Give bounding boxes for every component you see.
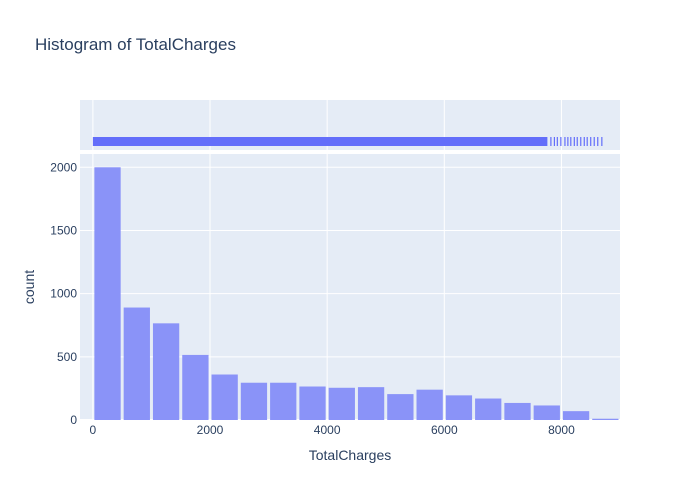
y-tick-label: 2000 bbox=[50, 160, 77, 174]
x-axis-ticks: 0 2000 4000 6000 8000 bbox=[90, 423, 576, 437]
histogram-bar bbox=[94, 167, 121, 420]
histogram-bar bbox=[416, 389, 443, 420]
histogram-bar bbox=[182, 354, 209, 420]
histogram-bar bbox=[562, 411, 590, 420]
marginal-rug-panel bbox=[80, 100, 620, 150]
x-axis-title: TotalCharges bbox=[309, 447, 392, 463]
y-tick-label: 0 bbox=[70, 413, 77, 427]
histogram-bars bbox=[94, 167, 619, 420]
x-tick-label: 2000 bbox=[197, 423, 224, 437]
y-axis-ticks: 0 500 1000 1500 2000 bbox=[50, 160, 77, 427]
histogram-bar bbox=[504, 402, 531, 420]
x-tick-label: 8000 bbox=[548, 423, 575, 437]
x-tick-label: 4000 bbox=[314, 423, 341, 437]
y-tick-label: 500 bbox=[57, 350, 77, 364]
histogram-bar bbox=[328, 387, 355, 420]
histogram-bar bbox=[211, 374, 238, 420]
histogram-bar bbox=[123, 307, 150, 420]
x-tick-label: 0 bbox=[90, 423, 97, 437]
chart-title: Histogram of TotalCharges bbox=[35, 35, 236, 54]
x-tick-label: 6000 bbox=[431, 423, 458, 437]
histogram-bar bbox=[152, 323, 180, 420]
histogram-bar bbox=[270, 382, 297, 420]
y-tick-label: 1500 bbox=[50, 223, 77, 237]
histogram-bar bbox=[240, 382, 268, 420]
histogram-bar bbox=[357, 387, 385, 420]
histogram-bar bbox=[299, 386, 326, 420]
rug-dense-band bbox=[92, 137, 547, 146]
histogram-bar bbox=[592, 418, 619, 420]
histogram-panel: 0 500 1000 1500 2000 0 2000 4000 6000 8000 bbox=[50, 154, 620, 437]
y-tick-label: 1000 bbox=[50, 287, 77, 301]
histogram-bar bbox=[475, 398, 502, 420]
y-axis-title: count bbox=[21, 270, 37, 304]
histogram-bar bbox=[533, 405, 560, 420]
histogram-bar bbox=[387, 394, 414, 420]
rug-marks bbox=[92, 137, 603, 146]
histogram-bar bbox=[445, 395, 473, 420]
